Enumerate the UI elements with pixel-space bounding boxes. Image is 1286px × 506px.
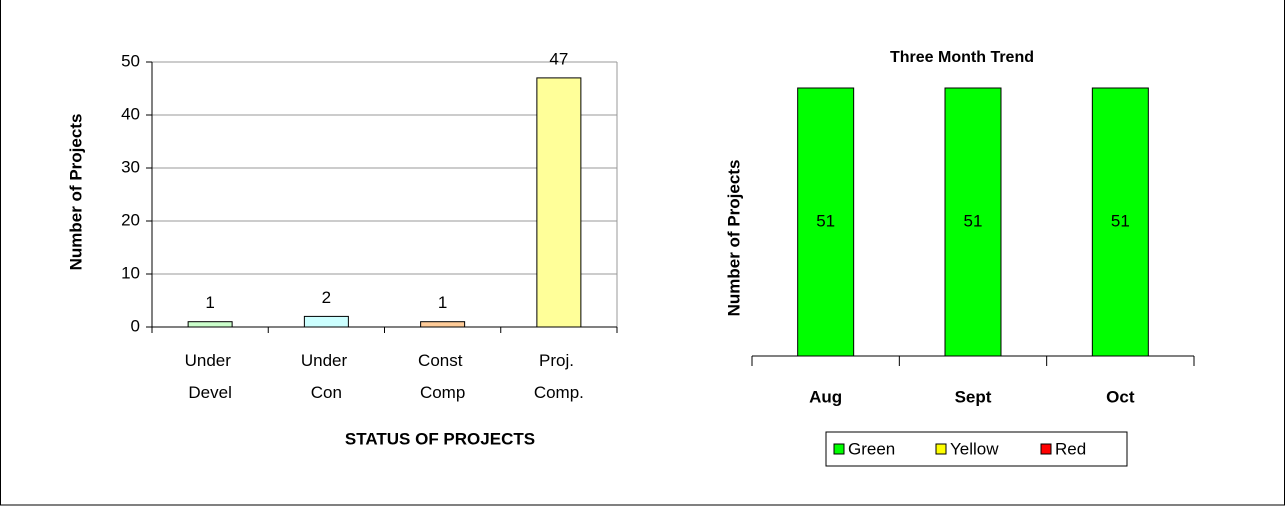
y-tick-label: 20: [121, 210, 140, 229]
x-tick-label: Under Devel: [185, 351, 236, 402]
x-tick-label: Sept: [955, 387, 992, 406]
value-label: 1: [438, 293, 447, 312]
legend-label: Yellow: [950, 439, 999, 458]
bar-segment: [944, 87, 1002, 357]
value-label: 2: [322, 288, 331, 307]
value-label: 51: [1111, 211, 1130, 230]
bar-segment: [797, 87, 855, 357]
bar: [420, 321, 466, 328]
legend-swatch: [935, 443, 947, 455]
chart-title: Three Month Trend: [890, 49, 1034, 66]
y-tick-label: 40: [121, 104, 140, 123]
legend: [825, 431, 1128, 467]
legend-label: Red: [1055, 439, 1086, 458]
bar: [536, 77, 582, 328]
bar: [187, 321, 233, 328]
x-tick-label: Aug: [809, 387, 842, 406]
legend-label: Green: [848, 439, 895, 458]
y-tick-label: 30: [121, 157, 140, 176]
x-tick-label: Under Con: [301, 351, 352, 402]
value-label: 51: [816, 211, 835, 230]
y-tick-label: 0: [131, 316, 140, 335]
bar: [303, 315, 349, 328]
x-tick-label: Proj. Comp.: [534, 351, 584, 402]
value-label: 1: [205, 293, 214, 312]
y-tick-label: 50: [121, 51, 140, 70]
y-axis-title: Number of Projects: [724, 160, 743, 317]
y-tick-label: 10: [121, 263, 140, 282]
y-axis-title: Number of Projects: [66, 114, 85, 271]
legend-swatch: [833, 443, 845, 455]
x-tick-label: Oct: [1106, 387, 1135, 406]
bar-segment: [1091, 87, 1149, 357]
x-tick-label: Const Comp: [418, 351, 467, 402]
legend-swatch: [1040, 443, 1052, 455]
x-axis-title: STATUS OF PROJECTS: [345, 429, 535, 448]
value-label: 47: [549, 49, 568, 68]
value-label: 51: [964, 211, 983, 230]
